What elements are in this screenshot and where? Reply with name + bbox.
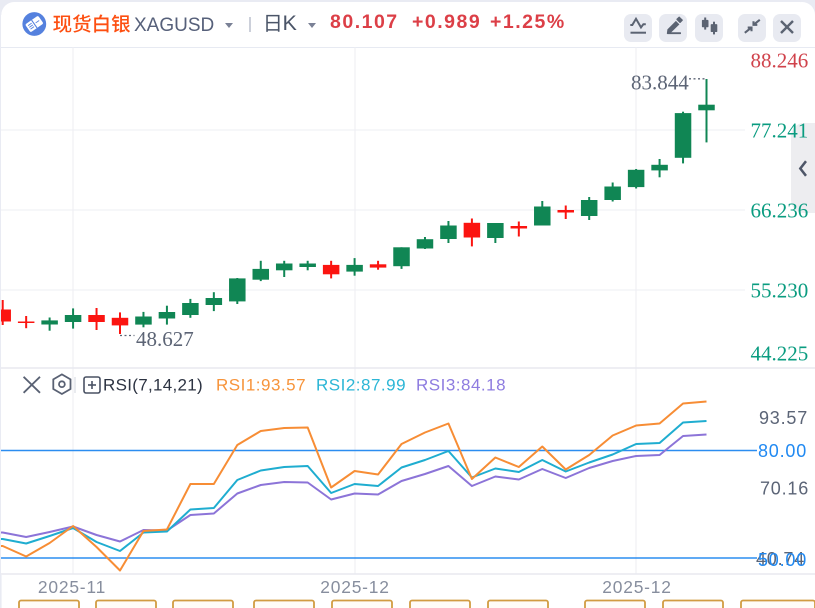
svg-text:RSI(7,14,21): RSI(7,14,21) — [103, 376, 203, 395]
svg-text:48.627: 48.627 — [136, 327, 194, 351]
svg-text:55.230: 55.230 — [751, 279, 809, 303]
svg-text:50.00: 50.00 — [758, 550, 807, 570]
svg-text:RSI1:93.57: RSI1:93.57 — [216, 376, 306, 395]
svg-text:77.241: 77.241 — [751, 119, 809, 143]
svg-text:RSI2:87.99: RSI2:87.99 — [316, 376, 406, 395]
svg-text:83.844: 83.844 — [631, 71, 689, 95]
svg-text:93.57: 93.57 — [759, 408, 808, 428]
svg-text:44.225: 44.225 — [751, 342, 809, 366]
svg-text:RSI3:84.18: RSI3:84.18 — [416, 376, 506, 395]
svg-text:80.00: 80.00 — [758, 441, 807, 461]
svg-text:2025-11: 2025-11 — [38, 577, 106, 597]
svg-text:40.74: 40.74 — [756, 549, 805, 569]
svg-text:2025-12: 2025-12 — [602, 577, 671, 597]
svg-text:66.236: 66.236 — [751, 199, 809, 223]
svg-text:2025-12: 2025-12 — [320, 577, 389, 597]
svg-text:88.246: 88.246 — [751, 49, 809, 73]
svg-text:70.16: 70.16 — [760, 479, 809, 499]
